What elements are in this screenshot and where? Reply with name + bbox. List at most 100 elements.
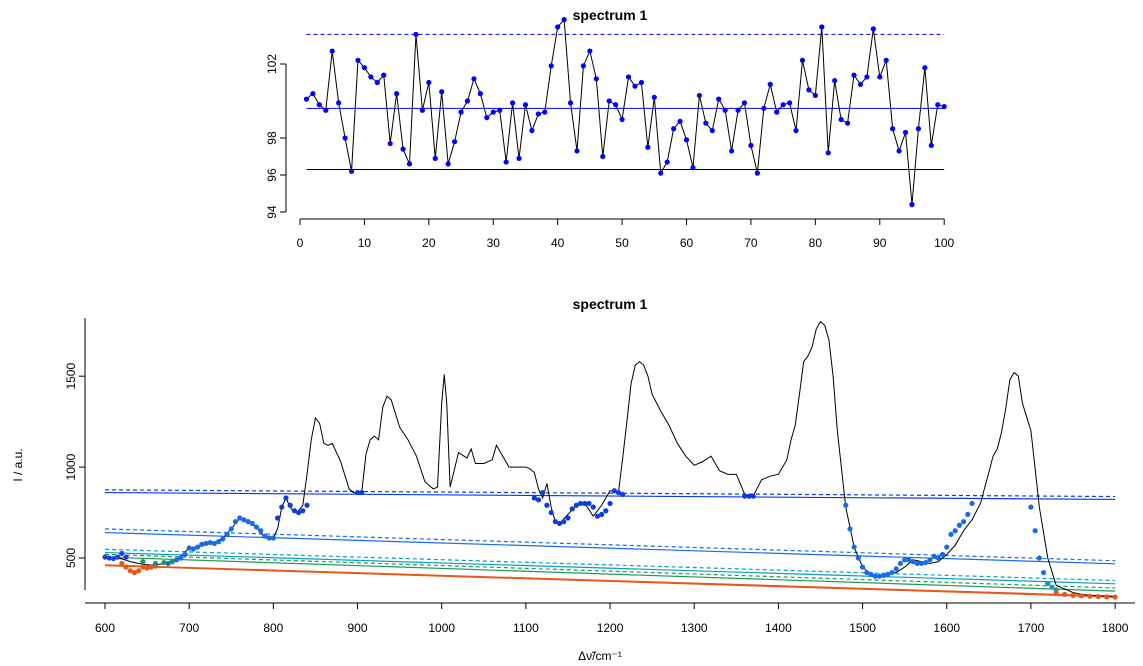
top-x-tick-label: 90 bbox=[873, 236, 887, 250]
spectrum-point bbox=[864, 569, 870, 576]
spectrum-point bbox=[1070, 592, 1076, 598]
bottom-x-tick-label: 1700 bbox=[1018, 621, 1045, 635]
top-point bbox=[812, 92, 818, 99]
top-point bbox=[555, 24, 561, 30]
bottom-x-tick-label: 1800 bbox=[1102, 621, 1129, 635]
top-point bbox=[909, 202, 915, 208]
top-point bbox=[896, 148, 902, 154]
top-point bbox=[406, 161, 413, 167]
top-point bbox=[336, 100, 342, 106]
top-point bbox=[877, 74, 883, 80]
spectrum-point bbox=[851, 544, 857, 550]
top-point bbox=[735, 107, 741, 113]
top-point bbox=[381, 72, 387, 78]
top-y-tick-label: 94 bbox=[265, 205, 279, 219]
spectrum-point bbox=[354, 489, 361, 496]
top-point bbox=[774, 109, 780, 115]
spectrum-point bbox=[178, 555, 184, 561]
top-point bbox=[761, 105, 767, 111]
spectrum-point bbox=[1028, 504, 1034, 510]
top-point bbox=[516, 155, 522, 161]
spectrum-point bbox=[1061, 591, 1068, 597]
spectrum-point bbox=[203, 540, 209, 547]
top-point bbox=[806, 87, 812, 93]
x-axis-label: Δν̃/cm⁻¹ bbox=[578, 649, 622, 663]
spectrum-point bbox=[939, 551, 946, 557]
top-point bbox=[767, 81, 773, 87]
spectrum-point bbox=[186, 545, 192, 551]
top-point bbox=[645, 144, 651, 150]
top-point bbox=[793, 128, 799, 134]
spectrum-point bbox=[1036, 555, 1042, 561]
top-point bbox=[638, 79, 645, 86]
spectrum-point bbox=[119, 560, 125, 567]
spectrum-point bbox=[228, 526, 234, 532]
top-x-tick-label: 30 bbox=[487, 236, 501, 250]
baseline-2 bbox=[104, 531, 1116, 565]
top-point bbox=[445, 161, 451, 167]
top-point bbox=[838, 116, 844, 123]
top-point bbox=[561, 17, 567, 23]
spectrum-point bbox=[531, 495, 537, 501]
top-point bbox=[632, 83, 638, 89]
spectrum-point bbox=[102, 554, 108, 560]
bottom-x-tick-label: 700 bbox=[179, 621, 199, 635]
bottom-x-tick-label: 900 bbox=[348, 621, 368, 635]
spectrum-line bbox=[104, 320, 1116, 598]
spectrum-point bbox=[249, 520, 255, 527]
spectrum-point bbox=[237, 515, 243, 521]
spectrum-point bbox=[889, 569, 895, 576]
top-point bbox=[593, 76, 599, 82]
top-point bbox=[741, 100, 748, 106]
top-point bbox=[844, 120, 851, 126]
baseline-3 bbox=[104, 528, 1116, 562]
spectrum-point bbox=[918, 560, 925, 567]
spectrum-point bbox=[115, 554, 121, 560]
bottom-x-tick-label: 1300 bbox=[681, 621, 708, 635]
spectrum-point bbox=[577, 500, 584, 507]
top-point bbox=[902, 129, 909, 136]
top-point bbox=[484, 115, 490, 121]
spectrum-point bbox=[1032, 528, 1038, 534]
top-point bbox=[374, 79, 380, 86]
top-point bbox=[690, 165, 696, 171]
spectrum-point bbox=[876, 573, 883, 579]
spectrum-point bbox=[119, 550, 125, 557]
top-point bbox=[606, 98, 612, 104]
top-point bbox=[683, 137, 690, 143]
spectrum-point bbox=[611, 488, 617, 494]
top-x-tick-label: 40 bbox=[551, 236, 565, 250]
spectrum-point bbox=[1087, 593, 1093, 599]
bottom-x-tick-label: 1500 bbox=[849, 621, 876, 635]
top-x-tick-label: 50 bbox=[615, 236, 629, 250]
top-point bbox=[310, 91, 316, 97]
top-point bbox=[832, 78, 838, 84]
top-point bbox=[696, 92, 702, 99]
top-point bbox=[348, 168, 355, 174]
spectrum-point bbox=[182, 551, 188, 557]
spectrum-point bbox=[1049, 584, 1055, 590]
top-chart-title: spectrum 1 bbox=[573, 7, 648, 23]
spectrum-point bbox=[279, 504, 285, 510]
top-point bbox=[426, 79, 432, 86]
top-point bbox=[567, 100, 574, 106]
top-point bbox=[542, 109, 548, 115]
top-point bbox=[851, 72, 857, 78]
top-point bbox=[574, 148, 580, 154]
spectrum-point bbox=[615, 489, 622, 496]
spectrum-point bbox=[960, 519, 967, 525]
spectrum-point bbox=[144, 565, 150, 571]
spectrum-point bbox=[847, 526, 853, 532]
baseline-5 bbox=[104, 548, 1116, 582]
bottom-x-tick-label: 1200 bbox=[597, 621, 624, 635]
top-point bbox=[786, 100, 793, 106]
spectrum-point bbox=[211, 540, 218, 547]
top-point bbox=[303, 96, 310, 102]
spectrum-point bbox=[296, 509, 302, 516]
top-point bbox=[870, 26, 876, 32]
spectrum-point bbox=[232, 519, 239, 525]
top-point bbox=[419, 107, 425, 113]
baseline-0 bbox=[104, 491, 1116, 501]
